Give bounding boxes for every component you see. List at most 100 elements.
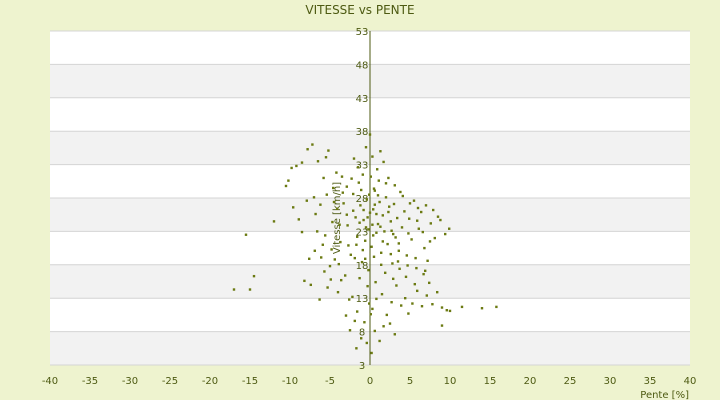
data-point bbox=[244, 233, 248, 236]
data-point bbox=[378, 339, 381, 343]
data-point bbox=[356, 310, 359, 313]
data-point bbox=[375, 231, 378, 234]
data-point bbox=[305, 199, 308, 202]
data-point bbox=[495, 305, 498, 309]
data-point bbox=[397, 249, 400, 252]
data-point bbox=[400, 226, 404, 229]
data-point bbox=[353, 319, 356, 323]
data-point bbox=[408, 217, 411, 220]
data-point bbox=[424, 204, 428, 207]
data-point bbox=[345, 185, 348, 188]
data-point bbox=[371, 223, 374, 226]
data-point bbox=[374, 280, 377, 284]
data-point bbox=[390, 301, 393, 304]
data-point bbox=[232, 288, 236, 291]
data-point bbox=[370, 351, 373, 355]
data-point bbox=[372, 255, 376, 258]
data-point bbox=[359, 204, 362, 207]
data-point bbox=[370, 245, 373, 248]
data-point bbox=[380, 292, 384, 296]
x-tick-label: -40 bbox=[42, 376, 58, 387]
data-point bbox=[356, 166, 360, 169]
y-tick-label: 3 bbox=[359, 361, 365, 372]
data-point bbox=[392, 232, 395, 236]
y-tick-label: 53 bbox=[356, 27, 369, 38]
data-point bbox=[337, 262, 340, 266]
data-point bbox=[338, 223, 341, 226]
data-point bbox=[413, 282, 416, 286]
data-point bbox=[290, 166, 293, 170]
data-point bbox=[358, 221, 361, 224]
data-point bbox=[391, 262, 394, 265]
data-point bbox=[341, 191, 344, 194]
data-point bbox=[332, 200, 336, 204]
data-point bbox=[368, 193, 371, 196]
data-point bbox=[386, 242, 389, 246]
data-point bbox=[322, 176, 325, 180]
data-point bbox=[381, 214, 384, 217]
x-tick-label: -20 bbox=[202, 376, 218, 387]
data-point bbox=[330, 248, 333, 251]
data-point bbox=[349, 253, 352, 256]
data-point bbox=[367, 268, 370, 272]
data-point bbox=[411, 302, 414, 305]
data-point bbox=[316, 160, 320, 163]
data-point bbox=[403, 210, 406, 213]
data-point bbox=[328, 264, 332, 268]
x-tick-label: 20 bbox=[524, 376, 537, 387]
data-point bbox=[340, 278, 343, 282]
x-axis-label: Pente [%] bbox=[640, 390, 689, 400]
y-tick-label: 38 bbox=[356, 127, 369, 138]
data-point bbox=[381, 240, 384, 243]
data-point bbox=[326, 286, 329, 289]
data-point bbox=[380, 263, 383, 266]
data-point bbox=[292, 206, 295, 209]
data-point bbox=[332, 186, 335, 190]
data-point bbox=[252, 274, 256, 278]
data-point bbox=[373, 329, 376, 333]
data-point bbox=[448, 309, 452, 313]
data-point bbox=[365, 341, 368, 345]
x-tick-label: -10 bbox=[282, 376, 298, 387]
data-point bbox=[439, 218, 442, 222]
data-point bbox=[295, 164, 298, 168]
data-point bbox=[394, 236, 397, 239]
data-point bbox=[440, 306, 444, 309]
data-point bbox=[407, 312, 410, 315]
data-point bbox=[407, 232, 410, 235]
data-point bbox=[376, 222, 380, 226]
data-point bbox=[352, 209, 355, 212]
data-point bbox=[372, 187, 376, 190]
data-point bbox=[362, 208, 365, 212]
data-point bbox=[316, 230, 319, 233]
data-point bbox=[311, 143, 314, 146]
data-point bbox=[350, 177, 353, 180]
data-point bbox=[433, 236, 436, 240]
data-point bbox=[414, 256, 417, 260]
data-point bbox=[428, 281, 431, 285]
data-point bbox=[398, 267, 401, 271]
data-point bbox=[336, 207, 339, 210]
x-tick-label: 40 bbox=[684, 376, 697, 387]
data-point bbox=[388, 322, 392, 325]
data-point bbox=[423, 246, 426, 250]
x-tick-label: 15 bbox=[484, 376, 497, 387]
data-point bbox=[352, 192, 355, 196]
data-point bbox=[342, 202, 345, 205]
data-point bbox=[400, 304, 403, 307]
data-point bbox=[367, 228, 370, 231]
data-point bbox=[368, 133, 372, 136]
x-tick-labels: -40 -35 -30 -25 -20 -15 -10 -5 0 5 10 15 20 25 30 35 40 bbox=[42, 376, 697, 387]
data-point bbox=[313, 249, 316, 252]
y-tick-label: 13 bbox=[356, 294, 369, 305]
data-point bbox=[404, 275, 408, 279]
x-tick-label: 10 bbox=[444, 376, 457, 387]
data-point bbox=[331, 220, 334, 224]
data-point bbox=[300, 161, 304, 164]
data-point bbox=[356, 235, 359, 238]
data-point bbox=[362, 218, 365, 222]
data-point bbox=[366, 216, 369, 219]
y-tick-label: 43 bbox=[356, 94, 369, 105]
data-point bbox=[384, 196, 388, 199]
